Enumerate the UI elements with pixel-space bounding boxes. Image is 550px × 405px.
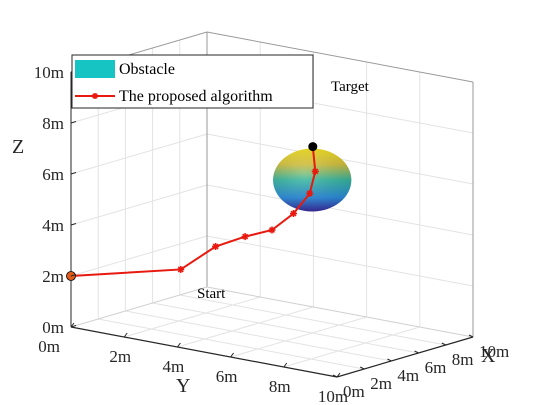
x-axis-line bbox=[336, 336, 474, 378]
marker-stroke bbox=[212, 243, 219, 250]
grid-line bbox=[177, 306, 314, 348]
z-tick-label: 6m bbox=[42, 165, 64, 184]
path-marker bbox=[177, 265, 185, 273]
series-layer bbox=[66, 142, 319, 281]
path-marker bbox=[241, 233, 249, 241]
y-tick bbox=[123, 332, 128, 338]
grid-line bbox=[70, 235, 208, 277]
z-tick bbox=[70, 223, 77, 226]
z-tick-label: 0m bbox=[42, 318, 64, 337]
z-tick-label: 2m bbox=[42, 267, 64, 286]
grid-line bbox=[179, 294, 446, 346]
axis-edge bbox=[206, 286, 474, 338]
target-point bbox=[308, 142, 318, 152]
legend: Obstacle The proposed algorithm bbox=[71, 54, 314, 109]
z-tick-label: 4m bbox=[42, 216, 64, 235]
legend-obstacle-swatch bbox=[75, 60, 115, 78]
x-tick-label: 4m bbox=[397, 366, 419, 385]
x-tick bbox=[332, 374, 338, 378]
z-tick bbox=[70, 121, 77, 124]
legend-obstacle-label: Obstacle bbox=[119, 61, 175, 78]
grid-line bbox=[283, 326, 420, 368]
z-axis-label: Z bbox=[12, 136, 24, 158]
y-tick bbox=[336, 372, 341, 378]
path-marker bbox=[311, 167, 319, 175]
path-marker bbox=[290, 210, 298, 217]
x-tick bbox=[359, 366, 365, 370]
path-marker bbox=[268, 226, 276, 234]
z-tick bbox=[70, 274, 77, 277]
grid-line bbox=[125, 310, 392, 362]
x-tick-label: 0m bbox=[343, 382, 365, 401]
y-axis-label: Y bbox=[176, 375, 190, 397]
marker-stroke bbox=[242, 233, 249, 240]
grid-line bbox=[70, 184, 208, 226]
y-tick-label: 10m bbox=[318, 387, 348, 405]
y-tick bbox=[230, 352, 235, 358]
axis-edge bbox=[70, 286, 208, 328]
x-tick bbox=[441, 342, 447, 346]
x-tick bbox=[387, 358, 392, 362]
z-tick-label: 8m bbox=[42, 114, 64, 133]
x-tick bbox=[414, 350, 419, 354]
x-tick-label: 2m bbox=[370, 374, 392, 393]
path-marker bbox=[212, 243, 220, 250]
path-marker bbox=[306, 189, 314, 197]
grid-line bbox=[124, 296, 261, 338]
y-tick-label: 8m bbox=[269, 377, 291, 396]
z-tick bbox=[70, 172, 77, 175]
axis-edge bbox=[206, 31, 474, 83]
marker-stroke bbox=[290, 210, 297, 217]
target-label: Target bbox=[331, 79, 370, 95]
marker-stroke bbox=[312, 168, 319, 175]
y-tick bbox=[176, 342, 181, 348]
y-tick bbox=[283, 362, 288, 368]
x-tick-label: 8m bbox=[452, 350, 474, 369]
z-tick bbox=[70, 325, 77, 328]
y-tick-label: 2m bbox=[109, 347, 131, 366]
grid-line bbox=[230, 316, 367, 358]
x-tick-label: 10m bbox=[479, 342, 509, 361]
marker-stroke bbox=[268, 226, 276, 234]
y-tick-label: 4m bbox=[163, 357, 185, 376]
marker-stroke bbox=[177, 266, 184, 273]
grid-line bbox=[70, 133, 208, 175]
x-tick-label: 6m bbox=[425, 358, 447, 377]
grid-line bbox=[152, 302, 419, 354]
z-tick-label: 10m bbox=[34, 63, 64, 82]
x-axis-label: X bbox=[481, 345, 496, 367]
grid-line bbox=[206, 235, 474, 287]
y-tick bbox=[70, 322, 75, 328]
axes-box bbox=[70, 31, 474, 378]
grid-line bbox=[206, 184, 474, 236]
y-tick-label: 0m bbox=[38, 337, 60, 356]
legend-marker bbox=[92, 93, 98, 99]
legend-algorithm-label: The proposed algorithm bbox=[119, 88, 273, 105]
marker-stroke bbox=[306, 190, 313, 197]
x-tick bbox=[468, 334, 474, 338]
grid-line bbox=[98, 318, 365, 370]
start-label: Start bbox=[197, 286, 226, 302]
y-axis-line bbox=[70, 326, 338, 378]
y-tick-label: 6m bbox=[216, 367, 238, 386]
